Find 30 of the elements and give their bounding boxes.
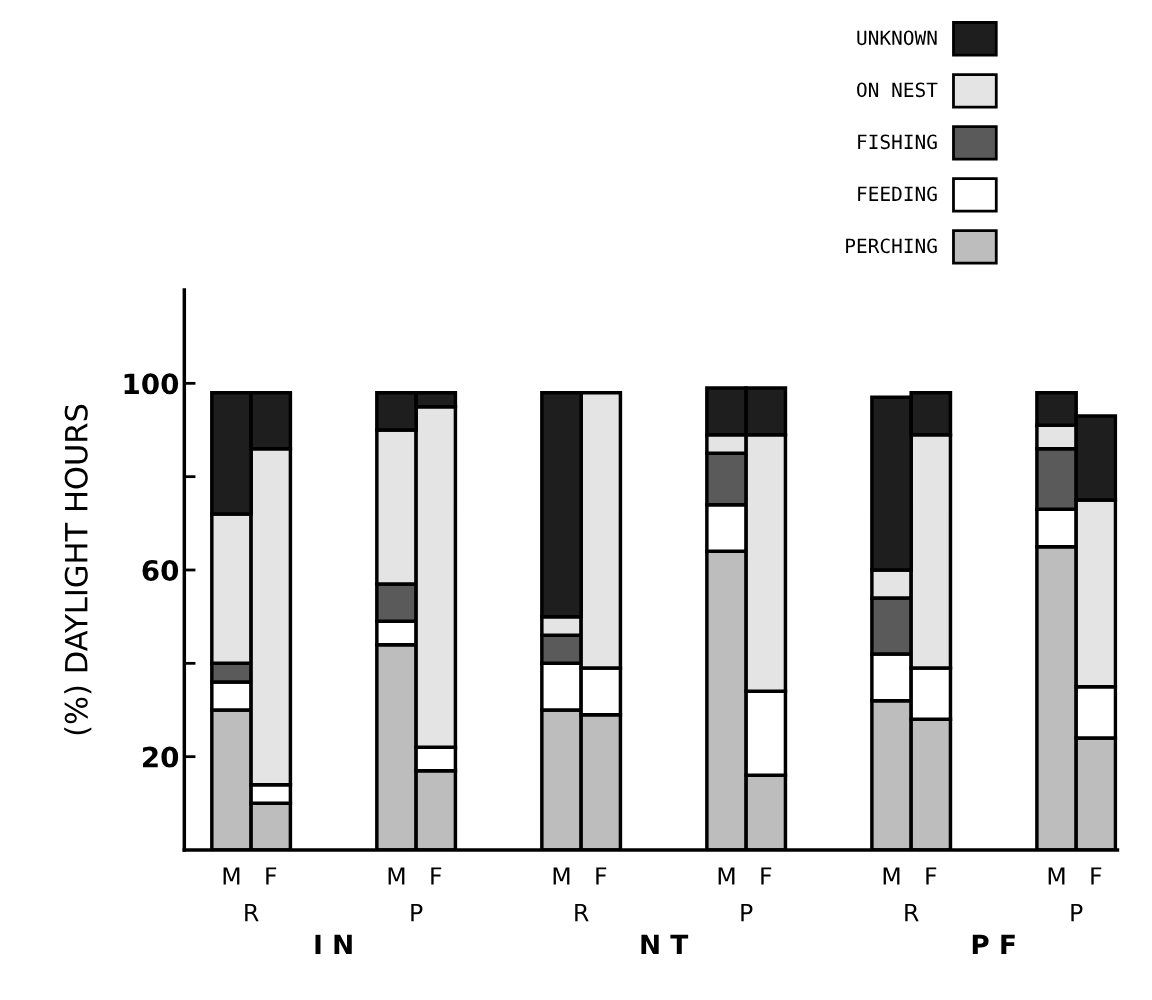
text: R <box>575 903 589 922</box>
y-tick-label: 20 <box>143 746 179 768</box>
x-tick-label: F <box>761 867 772 885</box>
legend-label: UNKNOWN <box>857 30 937 46</box>
legend-label: PERCHING <box>846 238 937 254</box>
text: I N <box>315 934 352 955</box>
x-tick-label: F <box>926 867 937 885</box>
x-tick-label: F <box>266 867 277 885</box>
x-tick-label: M <box>1048 867 1065 885</box>
x-tick-label: M <box>718 867 735 885</box>
x-tick-label: M <box>223 867 240 885</box>
text: P <box>741 903 753 922</box>
text: R <box>905 903 919 922</box>
x-tick-label: M <box>388 867 405 885</box>
y-tick-label: 60 <box>142 559 179 581</box>
text: P <box>1071 903 1083 922</box>
x-tick-label: F <box>596 867 607 885</box>
x-tick-label: F <box>1091 867 1102 885</box>
x-tick-label: F <box>431 867 442 885</box>
text: R <box>245 903 259 922</box>
y-tick-label: 100 <box>124 373 179 395</box>
x-tick-label: M <box>883 867 900 885</box>
legend-label: FEEDING <box>858 186 937 202</box>
text: P <box>411 903 423 922</box>
x-tick-label: M <box>553 867 570 885</box>
text: P F <box>972 934 1015 955</box>
text: N T <box>641 934 689 955</box>
legend-label: ON NEST <box>857 82 938 98</box>
y-axis-title: (%) DAYLIGHT HOURS <box>64 404 92 735</box>
legend-label: FISHING <box>858 134 937 150</box>
